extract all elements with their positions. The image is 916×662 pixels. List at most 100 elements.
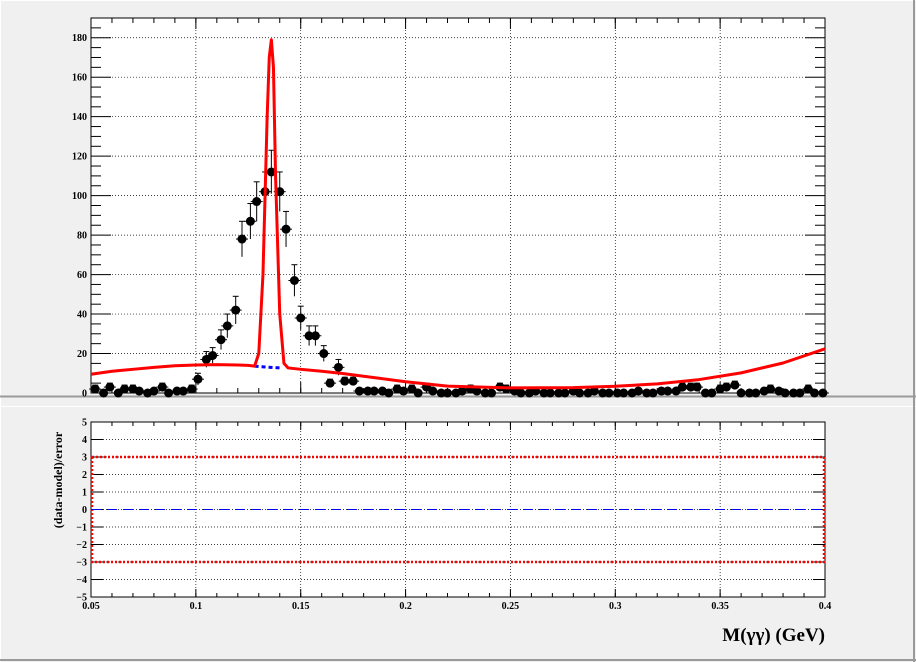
- top-y-tick-label: 20: [77, 349, 87, 360]
- data-point: [692, 382, 702, 392]
- data-point: [436, 388, 446, 398]
- data-point: [325, 378, 335, 388]
- bottom-y-tick-label: 3: [82, 453, 87, 464]
- data-point: [266, 167, 276, 177]
- y-axis-title: (data-model)/error: [51, 431, 65, 528]
- data-point: [745, 388, 755, 398]
- bottom-y-tick-label: −3: [76, 558, 87, 569]
- bottom-y-tick-label: 4: [82, 435, 87, 446]
- data-point: [187, 384, 197, 394]
- data-point: [252, 197, 262, 207]
- top-y-tick-label: 120: [72, 152, 87, 163]
- data-point: [157, 382, 167, 392]
- data-point: [604, 388, 614, 398]
- data-point: [178, 386, 188, 396]
- bottom-x-tick-label: 0.05: [82, 601, 100, 612]
- data-point: [780, 388, 790, 398]
- data-point: [90, 384, 100, 394]
- data-point: [677, 382, 687, 392]
- data-point: [789, 388, 799, 398]
- data-point: [296, 313, 306, 323]
- data-point: [472, 386, 482, 396]
- data-point: [730, 380, 740, 390]
- data-point: [340, 376, 350, 386]
- data-point: [428, 386, 438, 396]
- top-y-tick-label: 160: [72, 73, 87, 84]
- data-point: [598, 388, 608, 398]
- bottom-x-tick-label: 0.2: [399, 601, 412, 612]
- data-point: [164, 388, 174, 398]
- data-point: [289, 276, 299, 285]
- data-point: [208, 351, 218, 360]
- data-point: [172, 386, 182, 396]
- data-point: [369, 386, 379, 396]
- data-point: [721, 382, 731, 392]
- data-point: [751, 388, 761, 398]
- bottom-y-tick-label: −4: [76, 575, 87, 586]
- bottom-y-tick-label: 5: [82, 418, 87, 429]
- data-point: [589, 386, 599, 396]
- data-point: [398, 386, 408, 396]
- data-point: [105, 382, 115, 392]
- top-y-tick-label: 180: [72, 33, 87, 44]
- data-point: [648, 388, 658, 398]
- bottom-y-tick-label: 0: [82, 505, 87, 516]
- data-point: [310, 331, 320, 341]
- data-point: [554, 388, 564, 398]
- data-point: [216, 335, 226, 345]
- data-point: [222, 321, 232, 331]
- bottom-x-tick-label: 0.3: [609, 601, 622, 612]
- data-point: [487, 388, 497, 398]
- data-point: [736, 388, 746, 398]
- top-y-tick-label: 100: [72, 191, 87, 202]
- top-plot-frame: [90, 17, 826, 394]
- data-point: [810, 388, 820, 398]
- data-point: [633, 386, 643, 396]
- data-point: [443, 388, 453, 398]
- top-axes: 0 20 40 60 80 100 120 140 160 180: [72, 17, 826, 400]
- top-panel: 0 20 40 60 80 100 120 140 160 180: [72, 17, 829, 400]
- data-point: [319, 349, 329, 359]
- background-curve: [254, 364, 280, 370]
- data-point: [686, 382, 696, 392]
- data-point: [457, 386, 467, 396]
- top-data-marks: [89, 38, 829, 398]
- bottom-y-tick-label: −2: [76, 540, 87, 551]
- data-point: [134, 386, 144, 396]
- data-point: [281, 224, 291, 234]
- data-point: [237, 234, 247, 244]
- data-point: [516, 388, 526, 398]
- data-point: [245, 216, 255, 226]
- top-grid: [91, 18, 825, 393]
- x-axis-title: M(γγ) (GeV): [722, 625, 825, 646]
- bottom-y-tick-label: 2: [82, 470, 87, 481]
- data-point: [149, 386, 159, 396]
- data-point: [354, 386, 364, 396]
- data-point: [304, 331, 314, 341]
- bottom-y-tick-label: −1: [76, 523, 87, 534]
- top-y-tick-label: 40: [77, 310, 87, 321]
- data-point: [480, 388, 490, 398]
- top-y-tick-label: 80: [77, 231, 87, 242]
- bottom-x-tick-label: 0.15: [292, 601, 310, 612]
- data-point: [560, 388, 570, 398]
- data-point: [575, 388, 585, 398]
- data-point: [99, 388, 109, 398]
- data-point: [384, 388, 394, 398]
- data-point: [642, 388, 652, 398]
- data-point: [663, 386, 673, 396]
- top-y-tick-label: 0: [82, 389, 87, 400]
- top-y-tick-label: 60: [77, 270, 87, 281]
- bottom-y-tick-label: 1: [82, 488, 87, 499]
- bottom-panel: 0.05 0.1 0.15 0.2 0.25 0.3 0.35 0.4 −5 −4 −3 −2 −1 0 1…: [51, 418, 831, 647]
- data-point: [656, 386, 666, 396]
- bottom-y-tick-label: −5: [76, 593, 87, 604]
- data-point: [539, 388, 549, 398]
- data-point: [193, 374, 203, 384]
- data-point: [348, 376, 358, 386]
- data-point: [619, 388, 629, 398]
- bottom-data-marks: [90, 455, 826, 564]
- data-point: [795, 388, 805, 398]
- bottom-x-tick-label: 0.25: [502, 601, 520, 612]
